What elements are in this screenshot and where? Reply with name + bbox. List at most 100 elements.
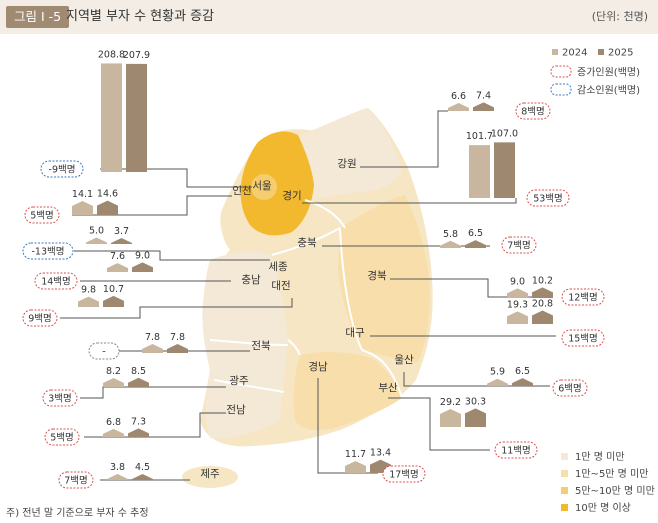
bar-ec9db8ecb29c-2025 [97,200,118,215]
bar-ebb680ec82b0-2025 [465,408,486,427]
legend-increase-swatch [550,65,572,78]
change-tag-eab2bdebb681 [561,288,605,306]
region-label-ec849cec9ab8: 서울 [252,180,272,192]
region-label-ec9ab8ec82b0: 울산 [394,354,414,366]
region-jeju [182,466,238,488]
legend-bin-label-2: 1만~5만 명 미만 [575,468,648,480]
value-label-eab491eca3bc-2024: 8.2 [106,366,121,377]
value-label-eb8c80eab5ac-2024: 19.3 [507,299,528,310]
change-tags: -9백명 5백명 53백명 8백명 -13백명 7백명 14백명 9백명 12백명 15백명 - 6백… [22,102,605,489]
region-gyeongnam [293,352,402,430]
change-tag-eca09ceca3bc [58,471,94,489]
change-tag-ec9ab8ec82b0 [552,379,588,397]
leader-line-ebb680ec82b0 [388,397,490,451]
change-tag-ecb6a9eb82a8 [34,272,78,290]
bar-eca09ceca3bc-2025 [132,473,153,480]
region-label-ec9db8ecb29c: 인천 [232,185,251,197]
bar-eab2bdeab8b0-2025 [494,142,515,198]
leader-line-ec9db8ecb29c [72,195,232,216]
leader-line-ec84b8eca285 [74,250,270,261]
change-tag-eab491eca3bc [42,389,78,407]
region-southwest [202,251,288,439]
change-label-eb8c80eab5ac: 15백명 [568,334,598,345]
leader-line-ec849cec9ab8 [100,168,252,188]
change-tag-eca084ebb681 [88,342,120,360]
map-borders [209,199,403,399]
value-label-eab2bdeab8b0-2025: 107.0 [491,128,518,139]
korea-map [182,108,433,488]
change-label-ec84b8eca285: -13백명 [32,247,65,258]
bar-ec9db8ecb29c-2024 [72,201,93,215]
region-label-eab2bdeab8b0: 경기 [282,189,301,202]
change-tag-eb8c80eab5ac [561,329,605,347]
change-tag-eab2bdeab8b0 [526,189,570,207]
bar-ec9ab8ec82b0-2024 [487,378,508,386]
bar-eb8c80eab5ac-2024 [507,311,528,324]
change-tag-ecb6a9ebb681 [501,236,537,254]
region-label-ecb6a9eb82a8: 충남 [241,274,261,286]
value-label-eca084eb82a8-2025: 7.3 [131,416,146,427]
value-label-eb8c80eca084-2025: 10.7 [103,284,124,295]
bar-eca09ceca3bc-2024 [107,474,128,480]
bar-eb8c80eab5ac-2025 [532,310,553,324]
legend: 2024 2025 증가인원(백명) 감소인원(백명) 1만 명 미만 1만~5만 명 미… [550,48,655,514]
bar-ecb6a9ebb681-2024 [440,240,461,248]
change-tag-ec84b8eca285 [22,242,74,260]
legend-year-2024: 2024 [562,48,587,59]
region-label-eab095ec9b90: 강원 [337,158,356,170]
change-label-eca09ceca3bc: 7백명 [64,476,88,487]
change-tag-ec9db8ecb29c [24,206,60,224]
change-tag-eab095ec9b90 [515,102,551,120]
value-label-eca084ebb681-2024: 7.8 [145,332,160,343]
legend-bin-label-3: 5만~10만 명 미만 [575,485,655,497]
change-tag-ec849cec9ab8 [40,160,84,178]
change-label-ec9ab8ec82b0: 6백명 [558,384,582,395]
leader-line-eb8c80eca084 [60,298,293,319]
bar-eb8c80eca084-2024 [78,296,99,307]
change-tag-eb8c80eca084 [22,309,58,327]
value-label-ec9ab8ec82b0-2024: 5.9 [490,367,505,378]
region-label-eb8c80eca084: 대전 [271,280,290,292]
region-seoul [251,174,277,200]
region-label-eca09ceca3bc: 제주 [200,468,220,480]
value-label-ebb680ec82b0-2024: 29.2 [440,397,461,408]
value-label-eab095ec9b90-2025: 7.4 [476,90,491,101]
region-label-ec84b8eca285: 세종 [268,261,288,273]
legend-swatch-2025 [598,49,604,55]
change-label-eab2bdeab8b0: 53백명 [533,194,563,205]
change-tag-eab2bdeb82a8 [382,465,426,483]
bar-ec849cec9ab8-2025 [126,63,147,172]
change-label-eab2bdeb82a8: 17백명 [389,470,419,481]
value-label-ec9db8ecb29c-2024: 14.1 [72,189,93,200]
region-label-ebb680ec82b0: 부산 [378,382,398,394]
leader-line-eab491eca3bc [80,386,226,399]
change-label-eca084eb82a8: 5백명 [50,433,74,444]
change-label-eab095ec9b90: 8백명 [521,107,545,118]
value-label-ec849cec9ab8-2025: 207.9 [123,50,150,61]
value-label-ec9db8ecb29c-2025: 14.6 [97,189,118,200]
value-label-ec84b8eca285-2024: 5.0 [89,226,104,237]
region-label-eca084ebb681: 전북 [251,340,271,352]
legend-swatch-2024 [552,49,558,55]
figure-number: 그림 I -5 [6,6,70,28]
bar-eca084eb82a8-2024 [103,428,124,437]
legend-decrease-swatch [550,83,572,96]
change-tag-ebb680ec82b0 [494,441,538,459]
region-label-eab2bdebb681: 경북 [367,269,387,282]
unit-label: (단위: 천명) [591,10,648,23]
bar-eab2bdeab8b0-2024 [469,145,490,198]
change-label-ebb680ec82b0: 11백명 [501,446,531,457]
value-label-eb8c80eca084-2024: 9.8 [81,285,96,296]
change-label-ecb6a9ebb681: 7백명 [507,241,531,252]
legend-bin-swatch-4 [561,504,568,511]
change-label-ecb6a9eb82a8: 14백명 [41,277,71,288]
bar-ecb6a9eb82a8-2025 [132,262,153,272]
value-label-eab2bdeb82a8-2025: 13.4 [370,448,391,459]
bar-eab095ec9b90-2024 [448,103,469,111]
footnote: 주) 전년 말 기준으로 부자 수 추정 [6,508,149,519]
region-label-eab491eca3bc: 광주 [229,375,249,387]
bar-eab491eca3bc-2024 [103,378,124,387]
change-tag-eca084eb82a8 [44,428,80,446]
region-gyeongbuk [338,195,430,362]
